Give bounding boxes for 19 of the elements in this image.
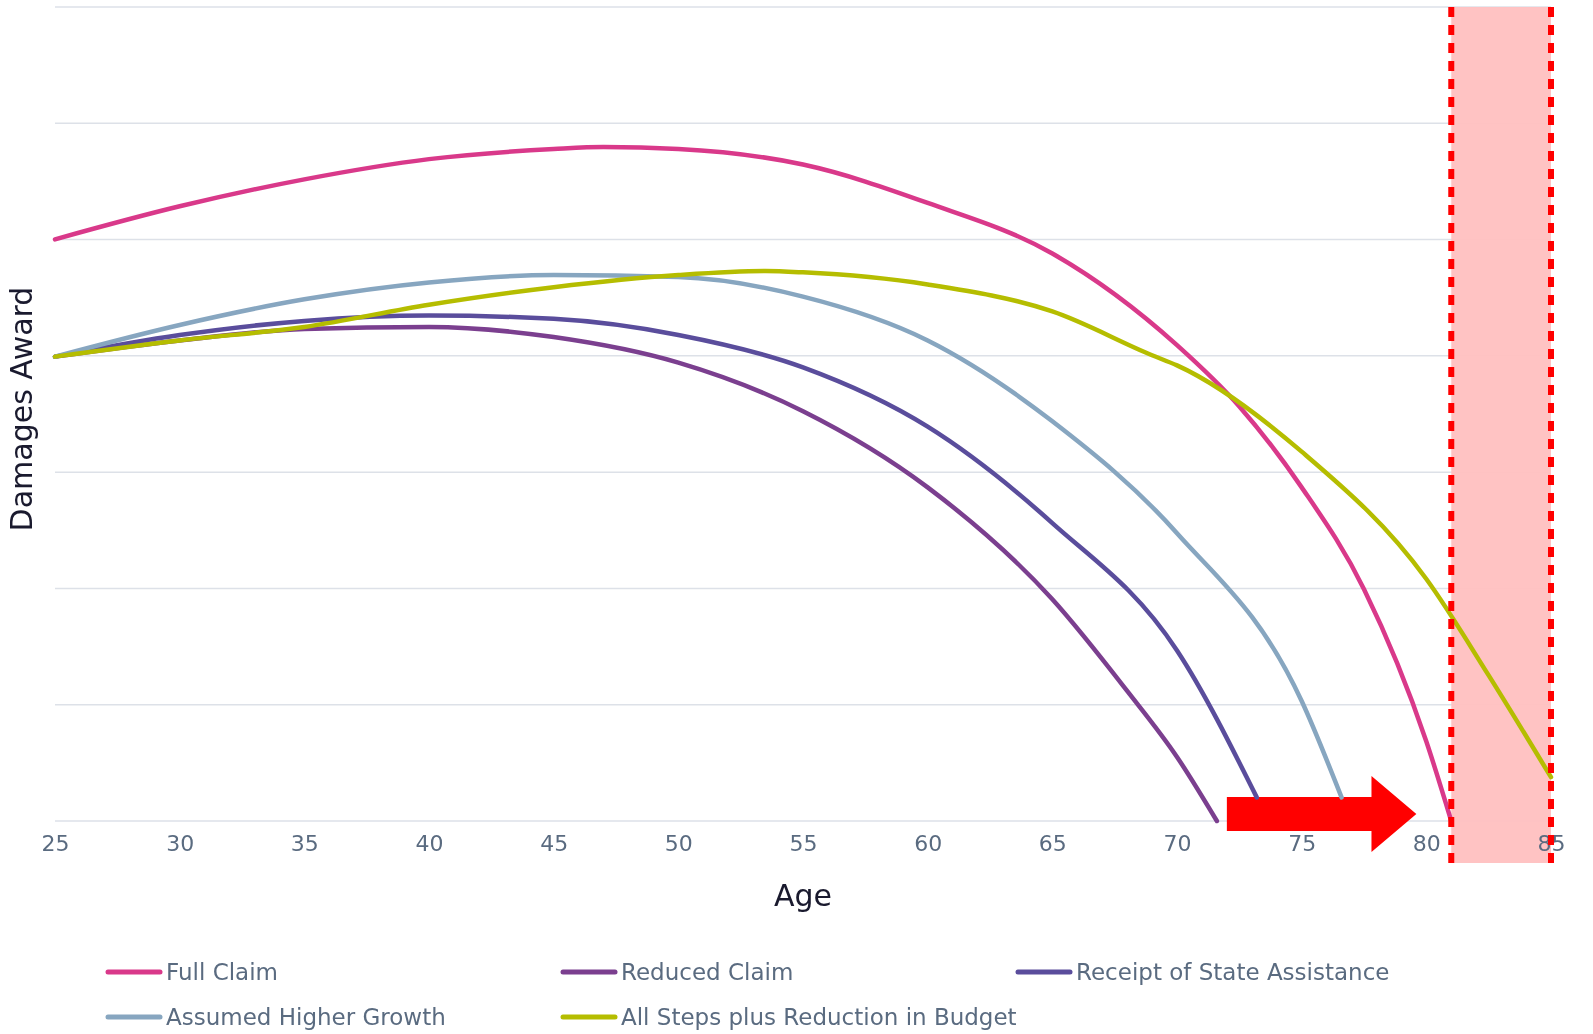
x-tick-label: 25 — [41, 830, 70, 856]
legend-label: Receipt of State Assistance — [1076, 959, 1390, 985]
x-tick-label: 75 — [1288, 830, 1317, 856]
x-tick-label: 45 — [540, 830, 569, 856]
legend-label: Full Claim — [166, 959, 278, 985]
x-tick-label: 55 — [789, 830, 818, 856]
x-axis-title: Age — [773, 878, 833, 913]
x-tick-label: 30 — [166, 830, 195, 856]
x-tick-label: 60 — [914, 830, 943, 856]
x-tick-label: 70 — [1163, 830, 1192, 856]
legend-label: All Steps plus Reduction in Budget — [621, 1004, 1017, 1030]
x-tick-label: 50 — [664, 830, 693, 856]
x-tick-label: 35 — [290, 830, 319, 856]
legend-label: Reduced Claim — [621, 959, 794, 985]
x-tick-label: 65 — [1038, 830, 1067, 856]
y-axis-title: Damages Award — [4, 286, 39, 532]
x-tick-label: 80 — [1412, 830, 1441, 856]
legend-label: Assumed Higher Growth — [166, 1004, 446, 1030]
x-tick-label: 40 — [415, 830, 444, 856]
